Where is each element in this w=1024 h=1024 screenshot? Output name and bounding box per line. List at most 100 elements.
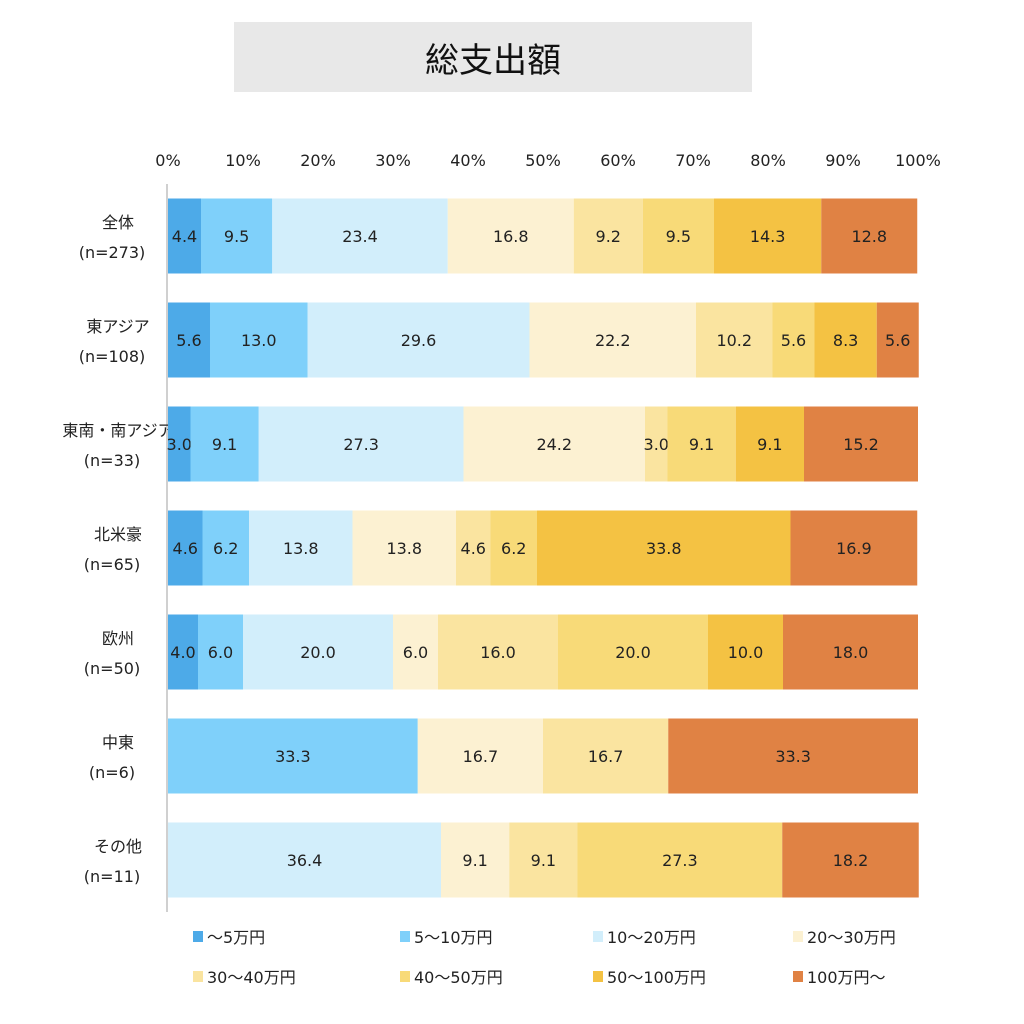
bar-segment (577, 822, 783, 898)
bar-segment (168, 302, 210, 378)
data-label: 27.3 (343, 435, 379, 454)
data-label: 36.4 (287, 851, 323, 870)
x-tick-label: 20% (300, 151, 336, 170)
data-label: 14.3 (750, 227, 786, 246)
data-label: 5.6 (885, 331, 910, 350)
bar-segment (168, 406, 191, 482)
category-sample-size: (n=33) (84, 451, 140, 470)
data-label: 20.0 (615, 643, 651, 662)
bar-segment (168, 822, 441, 898)
bar-segment (258, 406, 464, 482)
bar-segment (393, 614, 438, 690)
data-label: 16.7 (463, 747, 499, 766)
bar-segment (529, 302, 696, 378)
legend-label: 20～30万円 (807, 928, 896, 947)
data-label: 33.3 (775, 747, 811, 766)
data-label: 12.8 (851, 227, 887, 246)
data-label: 10.2 (716, 331, 752, 350)
data-label: 9.1 (212, 435, 237, 454)
bar-segment (714, 198, 822, 274)
data-label: 33.8 (646, 539, 682, 558)
category-sample-size: (n=50) (84, 659, 140, 678)
category-sample-size: (n=108) (79, 347, 146, 366)
bar-segment (490, 510, 537, 586)
data-label: 4.6 (461, 539, 486, 558)
legend-swatch (193, 971, 203, 982)
data-label: 4.4 (172, 227, 197, 246)
data-label: 9.1 (689, 435, 714, 454)
bar-segment (772, 302, 815, 378)
legend-label: 40～50万円 (414, 968, 503, 987)
bar-segment (438, 614, 558, 690)
data-label: 22.2 (595, 331, 631, 350)
bar-segment (441, 822, 510, 898)
data-label: 4.6 (173, 539, 198, 558)
legend-swatch (400, 971, 410, 982)
data-label: 16.9 (836, 539, 872, 558)
data-label: 9.2 (596, 227, 621, 246)
bar-segment (190, 406, 259, 482)
bar-segment (352, 510, 456, 586)
data-label: 15.2 (843, 435, 879, 454)
bar-segment (783, 614, 918, 690)
bar-segment (804, 406, 918, 482)
bar-segment (202, 510, 249, 586)
category-label: 欧州 (102, 629, 134, 648)
bar-segment (696, 302, 773, 378)
data-label: 9.1 (462, 851, 487, 870)
legend-label: ～5万円 (207, 928, 265, 947)
bar-segment (272, 198, 448, 274)
category-label: その他 (94, 837, 142, 856)
data-label: 6.2 (213, 539, 238, 558)
bar-segment (168, 510, 203, 586)
data-label: 27.3 (662, 851, 698, 870)
data-label: 5.6 (176, 331, 201, 350)
bar-segment (198, 614, 243, 690)
category-label: 東アジア (86, 317, 149, 336)
bar-segment (307, 302, 530, 378)
legend-swatch (400, 931, 410, 942)
category-sample-size: (n=273) (79, 243, 146, 262)
data-label: 29.6 (401, 331, 437, 350)
legend-swatch (593, 971, 603, 982)
data-label: 33.3 (275, 747, 311, 766)
x-tick-label: 90% (825, 151, 861, 170)
category-label: 東南・南アジア (62, 421, 173, 440)
bar-segment (814, 302, 877, 378)
data-label: 9.5 (666, 227, 691, 246)
bar-segment (876, 302, 919, 378)
data-label: 6.0 (208, 643, 233, 662)
bar-segment (668, 718, 918, 794)
legend-label: 10～20万円 (607, 928, 696, 947)
data-label: 8.3 (833, 331, 858, 350)
legend-label: 5～10万円 (414, 928, 493, 947)
data-label: 13.8 (283, 539, 319, 558)
legend-label: 50～100万円 (607, 968, 706, 987)
data-label: 16.8 (493, 227, 529, 246)
category-label: 全体 (102, 213, 134, 232)
category-label: 中東 (102, 733, 134, 752)
data-label: 16.7 (588, 747, 624, 766)
bar-segment (463, 406, 645, 482)
data-label: 23.4 (342, 227, 378, 246)
data-label: 5.6 (781, 331, 806, 350)
bar-segment (249, 510, 353, 586)
data-label: 13.8 (386, 539, 422, 558)
legend-swatch (793, 931, 803, 942)
data-label: 9.1 (757, 435, 782, 454)
category-sample-size: (n=11) (84, 867, 140, 886)
bar-segment (821, 198, 918, 274)
chart-title: 総支出額 (234, 22, 752, 92)
data-label: 6.2 (501, 539, 526, 558)
data-label: 16.0 (480, 643, 516, 662)
data-label: 18.0 (833, 643, 869, 662)
bar-segment (509, 822, 578, 898)
bar-segment (790, 510, 918, 586)
x-tick-label: 70% (675, 151, 711, 170)
x-tick-label: 60% (600, 151, 636, 170)
legend-label: 100万円～ (807, 968, 886, 987)
data-label: 6.0 (403, 643, 428, 662)
bar-segment (558, 614, 708, 690)
